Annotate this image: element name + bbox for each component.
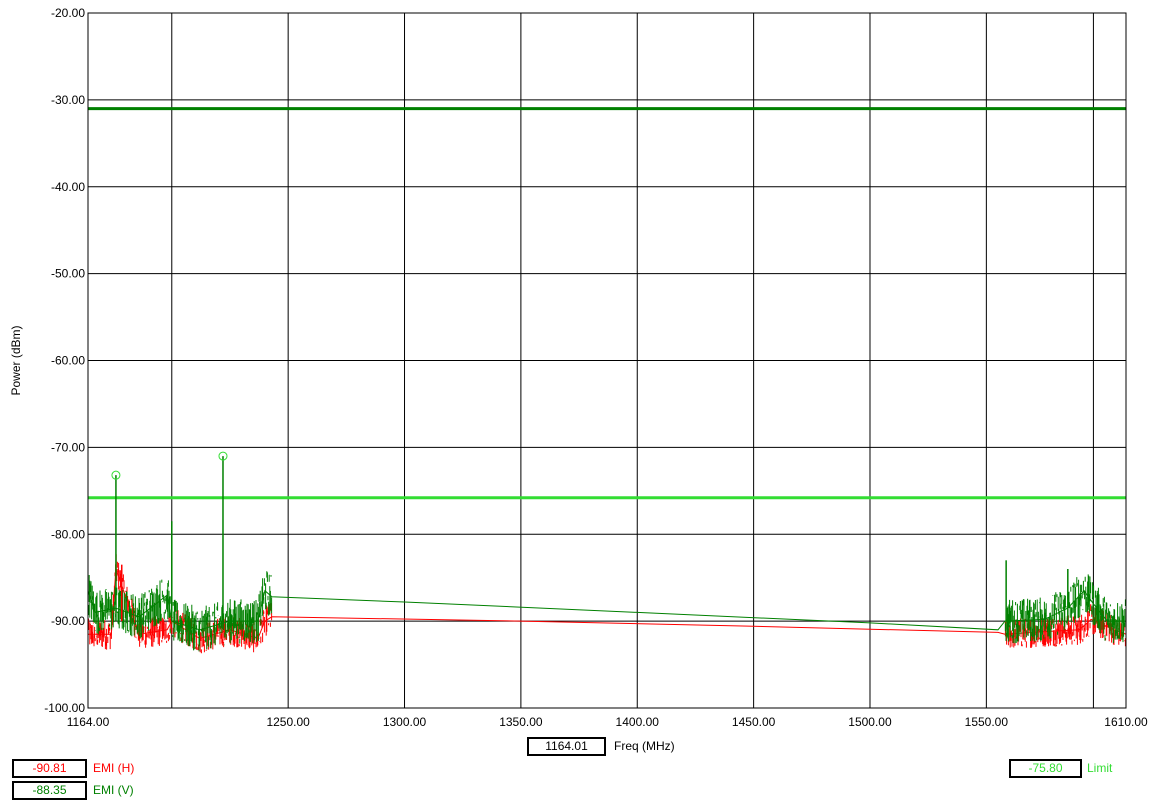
y-tick-label: -70.00 bbox=[51, 440, 85, 454]
emi-h-legend-label: EMI (H) bbox=[93, 761, 135, 775]
peak-marker bbox=[218, 451, 228, 461]
x-tick-label: 1350.00 bbox=[499, 715, 543, 729]
emi-v-legend-label: EMI (V) bbox=[93, 783, 134, 797]
x-tick-label: 1250.00 bbox=[266, 715, 310, 729]
y-axis-label: Power (dBm) bbox=[9, 325, 23, 395]
y-tick-label: -40.00 bbox=[51, 180, 85, 194]
chart-grid bbox=[87, 12, 1127, 709]
x-tick-label: 1300.00 bbox=[383, 715, 427, 729]
y-tick-label: -50.00 bbox=[51, 267, 85, 281]
x-tick-label: 1500.00 bbox=[848, 715, 892, 729]
y-tick-label: -60.00 bbox=[51, 354, 85, 368]
axis-tick-labels: -20.00 -30.00 -40.00 -50.00 -60.00 -70.00 -80.… bbox=[44, 6, 1148, 729]
x-tick-label: 1450.00 bbox=[732, 715, 776, 729]
peak-marker bbox=[111, 470, 121, 480]
limit-readout-box[interactable]: -75.80 bbox=[1009, 759, 1082, 778]
x-axis-label: Freq (MHz) bbox=[614, 739, 675, 753]
spectrum-chart: -20.00 -30.00 -40.00 -50.00 -60.00 -70.00 -80.… bbox=[9, 6, 1148, 729]
x-tick-label: 1400.00 bbox=[616, 715, 660, 729]
x-tick-label: 1610.00 bbox=[1104, 715, 1148, 729]
freq-readout-box[interactable]: 1164.01 bbox=[527, 737, 606, 756]
y-tick-label: -20.00 bbox=[51, 6, 85, 20]
x-tick-label: 1550.00 bbox=[965, 715, 1009, 729]
y-tick-label: -90.00 bbox=[51, 614, 85, 628]
chart-data-layer bbox=[87, 107, 1127, 654]
emi-h-readout-box[interactable]: -90.81 bbox=[12, 759, 87, 778]
y-tick-label: -100.00 bbox=[44, 701, 85, 715]
plot-frame bbox=[87, 12, 1127, 709]
x-tick-label: 1164.00 bbox=[67, 715, 110, 729]
limit-legend-label: Limit bbox=[1087, 761, 1113, 775]
y-tick-label: -30.00 bbox=[51, 93, 85, 107]
emi-v-readout-box[interactable]: -88.35 bbox=[12, 781, 87, 800]
y-tick-label: -80.00 bbox=[51, 527, 85, 541]
